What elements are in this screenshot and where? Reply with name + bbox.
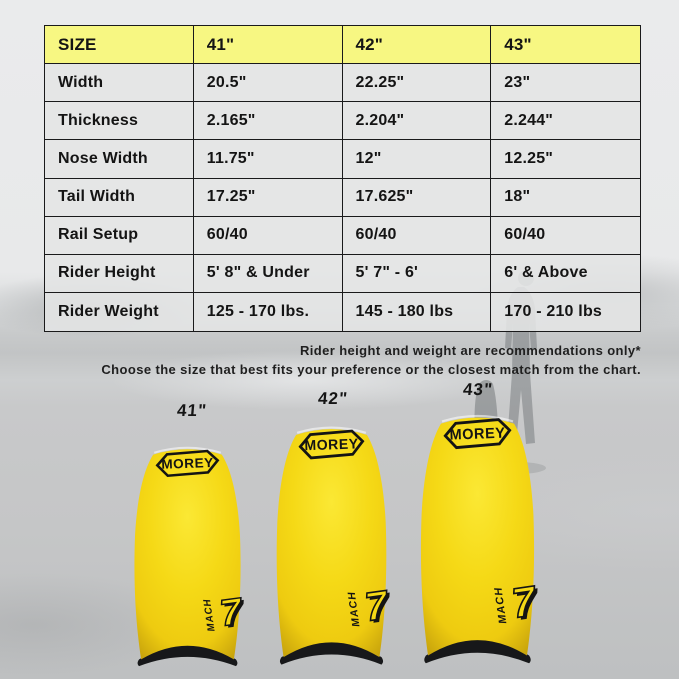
board-body — [420, 417, 535, 656]
mach7-logo: MACH 7 7 — [346, 582, 394, 632]
morey-logo-text: MOREY — [161, 455, 214, 472]
mach7-logo: MACH 7 7 — [492, 576, 542, 629]
morey-logo-badge — [443, 418, 512, 450]
cell-nose-width-42: 12" — [342, 140, 492, 179]
cell-rail-setup-43: 60/40 — [491, 216, 640, 255]
mach-text: MACH — [202, 598, 218, 632]
board-tail-black — [137, 645, 238, 667]
board-size-label-43: 43" — [462, 380, 494, 399]
table-header-42: 42" — [342, 26, 492, 65]
morey-logo-badge — [155, 449, 220, 478]
row-label-tail-width: Tail Width — [45, 178, 194, 217]
board-size-label-41: 41" — [176, 401, 208, 420]
morey-logo-text: MOREY — [304, 436, 359, 454]
row-label-width: Width — [45, 64, 194, 103]
table-header-size: SIZE — [45, 26, 194, 65]
cell-tail-width-43: 18" — [491, 178, 640, 217]
cell-nose-width-41: 11.75" — [193, 140, 343, 179]
morey-logo-text: MOREY — [449, 426, 505, 444]
cell-rider-height-41: 5' 8" & Under — [193, 254, 343, 293]
morey-logo: MOREY — [155, 449, 220, 478]
morey-logo: MOREY — [298, 429, 365, 460]
row-label-rider-height: Rider Height — [45, 254, 194, 293]
bodyboard-41: MOREY MACH 7 7 — [134, 446, 248, 667]
morey-logo-badge — [298, 429, 365, 460]
board-body — [134, 449, 241, 660]
cell-nose-width-43: 12.25" — [491, 140, 640, 179]
cell-rider-weight-42: 145 - 180 lbs — [342, 292, 492, 331]
board-body — [276, 429, 387, 658]
note-line-2: Choose the size that best fits your pref… — [101, 361, 641, 377]
row-label-thickness: Thickness — [45, 102, 194, 141]
cell-tail-width-41: 17.25" — [193, 178, 343, 217]
row-label-nose-width: Nose Width — [45, 140, 194, 179]
cell-rail-setup-42: 60/40 — [342, 216, 492, 255]
morey-logo: MOREY — [443, 418, 512, 450]
row-label-rail-setup: Rail Setup — [45, 216, 194, 255]
cell-thickness-43: 2.244" — [491, 102, 640, 141]
row-label-rider-weight: Rider Weight — [45, 292, 194, 331]
note-line-1: Rider height and weight are recommendati… — [299, 343, 641, 358]
cell-rider-weight-41: 125 - 170 lbs. — [193, 292, 343, 331]
size-chart-table: SIZE 41" 42" 43" Width 20.5" 22.25" 23" … — [44, 25, 641, 332]
board-tail-black — [279, 641, 384, 665]
board-nose-highlight — [296, 426, 367, 434]
mach-text: MACH — [492, 586, 509, 625]
table-header-43: 43" — [491, 26, 640, 65]
bodyboard-42: MOREY MACH 7 7 — [276, 426, 394, 665]
cell-tail-width-42: 17.625" — [342, 178, 492, 217]
board-nose-highlight — [153, 446, 222, 454]
cell-width-43: 23" — [491, 64, 640, 103]
cell-rider-weight-43: 170 - 210 lbs — [491, 292, 640, 331]
board-size-label-42: 42" — [317, 389, 349, 408]
size-chart-notes: Rider height and weight are recommendati… — [101, 342, 641, 379]
cell-width-42: 22.25" — [342, 64, 492, 103]
cell-rider-height-42: 5' 7" - 6' — [342, 254, 492, 293]
board-nose-highlight — [441, 414, 514, 423]
cell-rail-setup-41: 60/40 — [193, 216, 343, 255]
cell-width-41: 20.5" — [193, 64, 343, 103]
cell-rider-height-43: 6' & Above — [491, 254, 640, 293]
cell-thickness-42: 2.204" — [342, 102, 492, 141]
cell-thickness-41: 2.165" — [193, 102, 343, 141]
board-tail-black — [424, 639, 531, 664]
bodyboard-43: MOREY MACH 7 7 — [420, 414, 542, 664]
table-header-41: 41" — [193, 26, 343, 65]
mach-text: MACH — [346, 590, 363, 627]
